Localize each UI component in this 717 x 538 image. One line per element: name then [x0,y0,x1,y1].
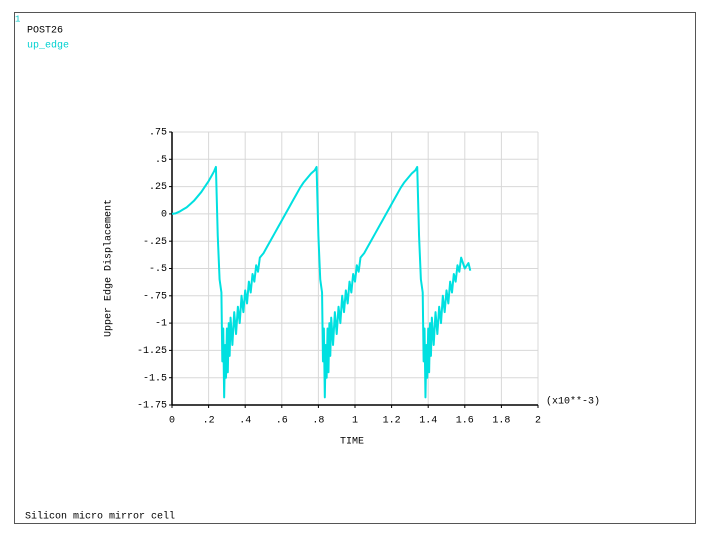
series-label: up_edge [27,40,69,52]
y-tick-label: -1.75 [137,401,167,412]
x-tick-label: .6 [276,416,288,427]
x-tick-label: 1.4 [419,416,437,427]
y-tick-label: .5 [155,155,167,166]
x-multiplier: (x10**-3) [546,396,600,408]
y-tick-label: .25 [149,182,167,193]
x-tick-label: .4 [239,416,251,427]
window-number: 1 [15,14,20,24]
y-tick-label: -1.25 [137,346,167,357]
x-tick-label: .8 [312,416,324,427]
x-tick-label: .2 [203,416,215,427]
y-tick-label: -1 [155,319,167,330]
y-tick-label: .75 [149,128,167,139]
x-tick-label: 1.2 [383,416,401,427]
y-tick-label: 0 [161,210,167,221]
y-tick-label: -.25 [143,237,167,248]
x-axis-label: TIME [340,437,364,448]
x-tick-label: 1.6 [456,416,474,427]
x-tick-label: 0 [169,416,175,427]
y-axis-label: Upper Edge Displacement [103,199,115,337]
x-tick-label: 1 [352,416,358,427]
y-tick-label: -.5 [149,264,167,275]
x-tick-label: 1.8 [492,416,510,427]
y-tick-label: -1.5 [143,373,167,384]
data-line [171,165,472,399]
y-tick-label: -.75 [143,291,167,302]
program-label: POST26 [27,26,63,37]
footer: Silicon micro mirror cell [25,511,175,523]
x-tick-label: 2 [535,416,541,427]
